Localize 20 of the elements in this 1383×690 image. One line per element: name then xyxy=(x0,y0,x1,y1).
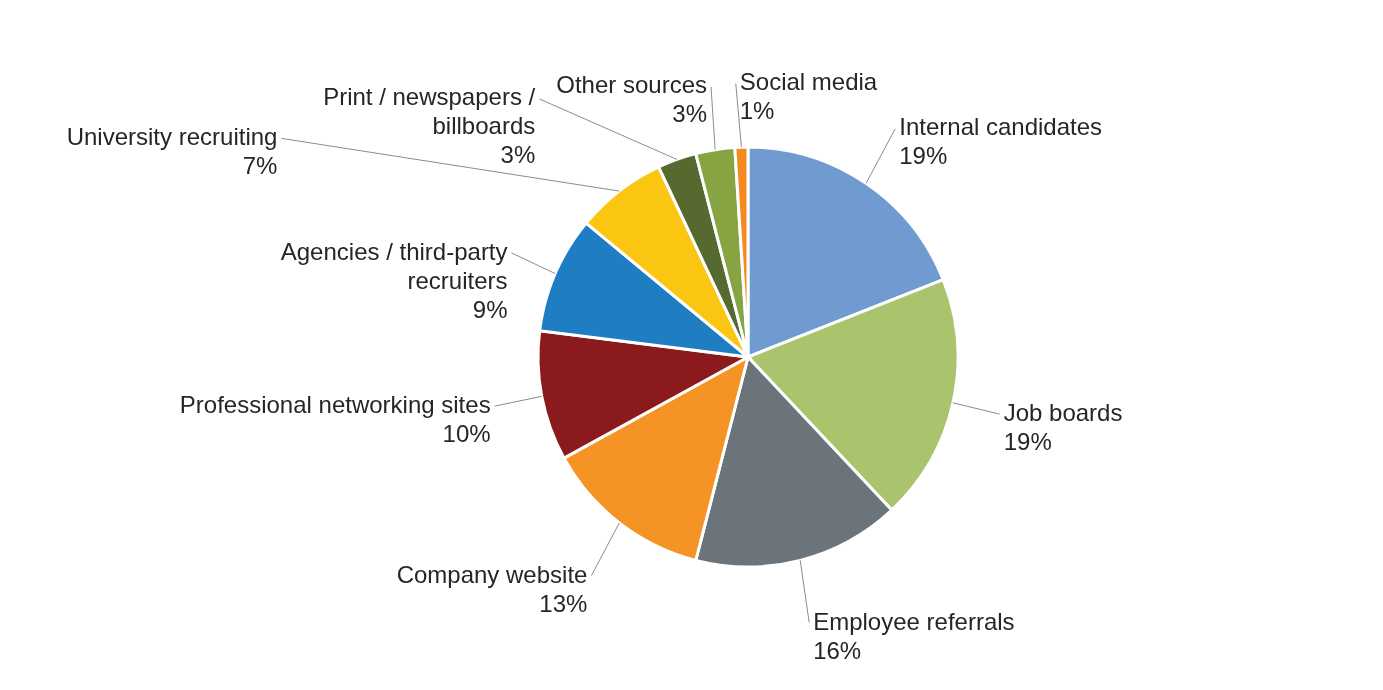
data-label: 3% xyxy=(500,141,536,169)
data-label: 19% xyxy=(899,142,948,170)
data-label: 19% xyxy=(1003,428,1052,456)
slice-label: Social media xyxy=(739,68,878,96)
slice-label: Print / newspapers / billboards xyxy=(323,83,536,140)
slice-label: Agencies / third-party recruiters xyxy=(280,237,508,294)
data-label: 16% xyxy=(813,636,862,664)
slice-label: University recruiting xyxy=(66,122,278,150)
data-label: 9% xyxy=(472,295,508,323)
slice-label: Other sources xyxy=(556,71,708,99)
data-label: 13% xyxy=(539,590,588,618)
slice-label: Job boards xyxy=(1003,399,1123,427)
slice-label: Employee referrals xyxy=(813,607,1015,635)
data-label: 1% xyxy=(739,97,775,125)
slice-label: Professional networking sites xyxy=(179,391,491,419)
data-label: 7% xyxy=(242,151,278,179)
slice-label: Internal candidates xyxy=(899,113,1103,141)
data-label: 3% xyxy=(672,100,708,128)
slice-label: Company website xyxy=(396,561,588,589)
data-label: 10% xyxy=(442,420,491,448)
